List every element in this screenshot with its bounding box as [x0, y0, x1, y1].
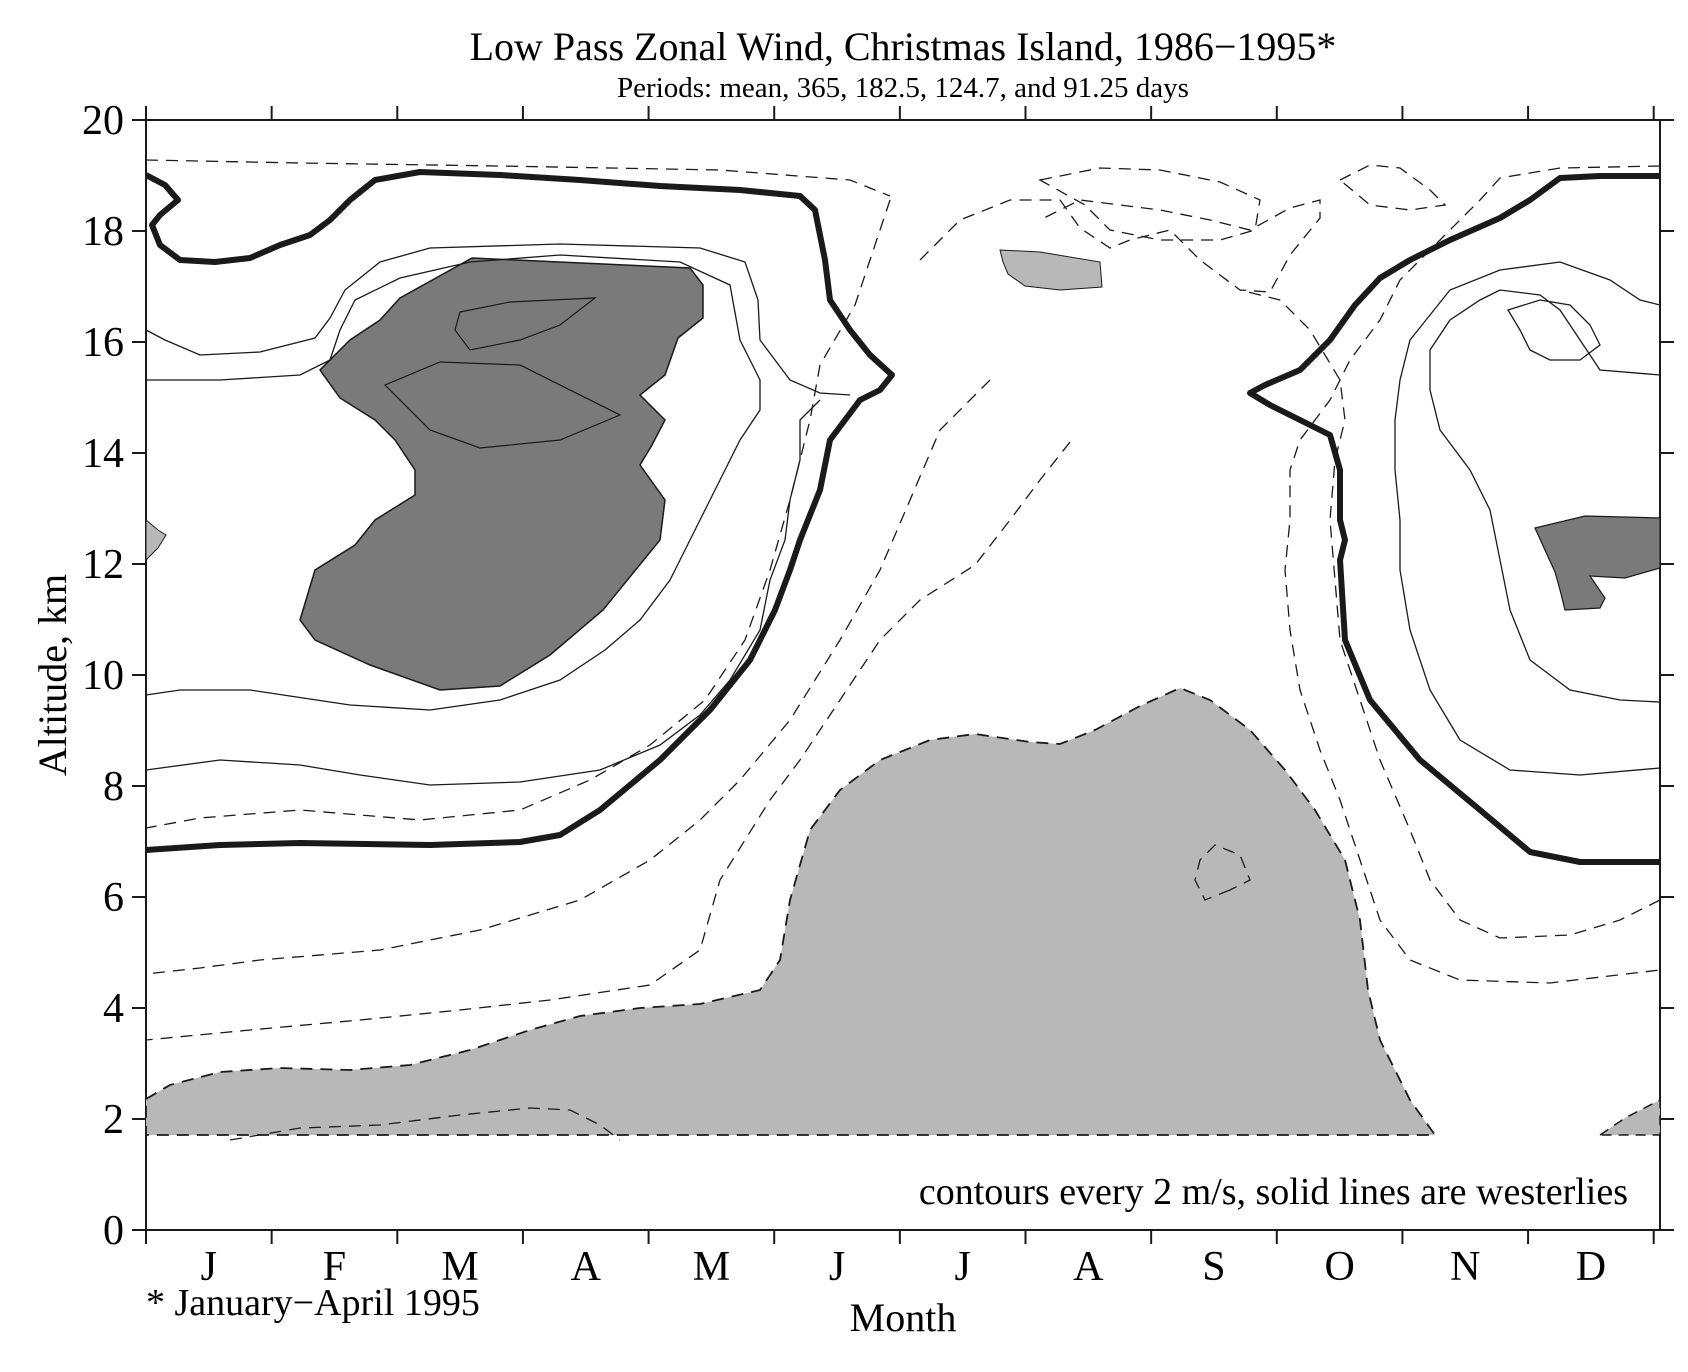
y-tick-label: 4 [103, 986, 124, 1032]
x-tick-label: J [955, 1244, 971, 1290]
easterly-contour [919, 199, 1321, 293]
contour-annotation: contours every 2 m/s, solid lines are we… [919, 1171, 1628, 1213]
easterly-contour [146, 199, 891, 829]
easterly-contour [146, 441, 1071, 1041]
easterly-contour [146, 379, 991, 975]
easterly-contour [1338, 164, 1447, 211]
x-tick-label: A [571, 1244, 602, 1290]
westerly-core-inner-contour-upper [454, 297, 597, 351]
y-tick-label: 0 [103, 1208, 124, 1254]
easterly-contour [1284, 165, 1660, 984]
footnote: * January−April 1995 [146, 1282, 480, 1324]
y-axis-ticks-right [1660, 119, 1674, 1231]
westerly-contour [1507, 299, 1601, 361]
left-edge-patch [146, 519, 167, 561]
x-tick-label: J [201, 1244, 217, 1290]
westerly-core-inner-contour-lower [383, 361, 622, 449]
y-axis-ticks [132, 119, 146, 1231]
x-tick-label: J [829, 1244, 845, 1290]
zero-wind-contour [146, 169, 895, 853]
westerly-contour [1394, 261, 1660, 776]
y-tick-label: 2 [103, 1097, 124, 1143]
westerly-contours [146, 243, 1660, 786]
zero-wind-contour [1247, 173, 1660, 865]
contour-field [146, 159, 1660, 1141]
easterly-contour [229, 1107, 621, 1141]
x-tick-label: S [1202, 1244, 1225, 1290]
x-tick-label: M [441, 1244, 478, 1290]
chart-subtitle: Periods: mean, 365, 182.5, 124.7, and 91… [617, 72, 1189, 104]
x-tick-label: M [693, 1244, 730, 1290]
easterly-contour [1194, 844, 1251, 901]
westerly-contour [146, 254, 761, 711]
december-shaded-patch [1534, 515, 1660, 611]
x-tick-label: F [323, 1244, 346, 1290]
westerly-contour [146, 243, 851, 396]
x-tick-label: D [1576, 1244, 1606, 1290]
westerly-contour [146, 399, 821, 786]
x-tick-label: O [1324, 1244, 1354, 1290]
y-tick-label: 20 [82, 98, 124, 144]
small-shaded-patch-july [999, 249, 1103, 291]
easterly-max-shading [146, 687, 1437, 1136]
x-tick-label: N [1450, 1244, 1480, 1290]
y-tick-label: 6 [103, 875, 124, 921]
easterly-contour [1038, 167, 1261, 241]
easterly-contour [1239, 289, 1660, 939]
easterly-contours [146, 159, 1660, 1141]
y-tick-label: 16 [82, 320, 124, 366]
december-lower-patch [1597, 1099, 1660, 1136]
y-tick-label: 18 [82, 209, 124, 255]
y-tick-label: 10 [82, 653, 124, 699]
shaded-regions [146, 249, 1660, 1136]
x-axis-label: Month [850, 1295, 957, 1340]
y-axis-label: Altitude, km [30, 574, 75, 776]
westerly-contour [1429, 289, 1660, 703]
y-tick-labels: 0 2 4 6 8 10 12 14 16 18 20 [82, 98, 124, 1254]
y-tick-label: 8 [103, 764, 124, 810]
chart-title: Low Pass Zonal Wind, Christmas Island, 1… [470, 24, 1337, 69]
westerly-core-shading [299, 257, 704, 691]
easterly-contour [146, 159, 891, 197]
x-axis-ticks [145, 106, 1655, 1244]
y-tick-label: 14 [82, 431, 124, 477]
x-tick-label: A [1073, 1244, 1104, 1290]
zero-wind-contours [146, 169, 1660, 865]
y-tick-label: 12 [82, 542, 124, 588]
